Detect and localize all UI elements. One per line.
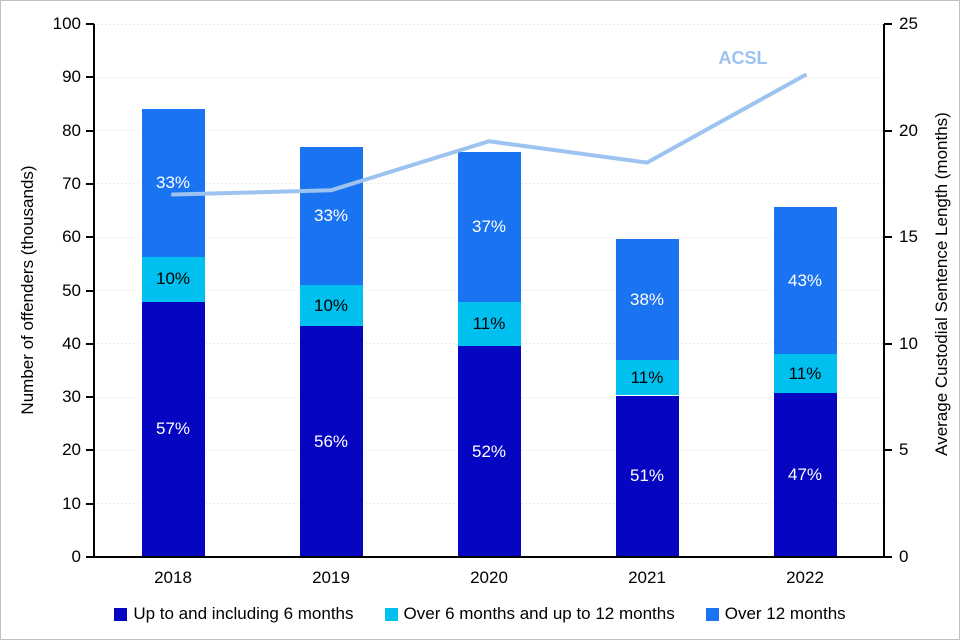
bar-segment-2021-2: 38% <box>615 238 679 361</box>
bar-segment-label: 11% <box>472 314 506 334</box>
right-axis-tick-label: 20 <box>899 120 918 140</box>
right-axis-tick <box>884 129 892 132</box>
bar-segment-label: 37% <box>471 217 507 237</box>
legend-item-2: Over 12 months <box>705 604 846 624</box>
left-axis-tick <box>86 23 94 25</box>
right-axis-tick-label: 0 <box>899 547 909 566</box>
left-axis-tick-label: 10 <box>62 493 81 513</box>
left-axis-tick <box>86 236 94 239</box>
right-axis-tick <box>884 342 892 345</box>
bar-segment-label: 38% <box>629 289 665 309</box>
bar-segment-label: 33% <box>155 172 191 192</box>
right-axis-tick-label: 5 <box>899 440 909 460</box>
bar-segment-2022-1: 11% <box>773 354 837 393</box>
left-axis-tick <box>86 556 94 558</box>
left-axis-tick-label: 100 <box>52 14 81 33</box>
x-axis-tick-label: 2018 <box>154 568 192 587</box>
x-axis-tick-label: 2020 <box>470 568 508 587</box>
right-axis-line <box>883 24 885 558</box>
bar-segment-label: 43% <box>787 270 823 290</box>
bar-segment-2020-1: 11% <box>457 302 521 347</box>
left-axis-tick <box>86 449 94 452</box>
left-axis-tick <box>86 182 94 185</box>
bar-segment-2020-2: 37% <box>457 152 521 303</box>
left-axis-tick-label: 60 <box>62 227 81 247</box>
x-axis-line <box>93 556 885 558</box>
left-axis-tick-label: 0 <box>71 547 81 566</box>
bar-segment-label: 10% <box>313 295 349 315</box>
bar-segment-2019-1: 10% <box>299 285 363 327</box>
bar-segment-2019-2: 33% <box>299 146 363 286</box>
right-axis-tick <box>884 556 892 558</box>
left-axis-tick <box>86 342 94 345</box>
x-axis-tick-label: 2019 <box>312 568 350 587</box>
bar-segment-label: 10% <box>155 269 191 289</box>
right-axis-tick-label: 10 <box>899 333 918 353</box>
bar-segment-2018-2: 33% <box>141 108 205 257</box>
left-axis-tick-label: 80 <box>62 120 81 140</box>
left-axis-tick-label: 50 <box>62 280 81 300</box>
right-axis-tick <box>884 236 892 239</box>
left-axis-tick-label: 20 <box>62 440 81 460</box>
bar-segment-label: 11% <box>788 363 822 383</box>
legend-swatch-icon <box>705 607 719 621</box>
bar-segment-label: 11% <box>630 367 664 387</box>
x-axis-tick-label: 2021 <box>628 568 666 587</box>
right-axis-tick <box>884 449 892 452</box>
legend-swatch-icon <box>114 607 128 621</box>
x-axis-tick-label: 2022 <box>786 568 824 587</box>
gridline <box>94 76 884 78</box>
bar-segment-label: 51% <box>629 466 665 486</box>
left-axis-tick <box>86 289 94 292</box>
bar-segment-2022-2: 43% <box>773 207 837 355</box>
left-axis-tick <box>86 502 94 505</box>
line-series-label: ACSL <box>718 48 768 68</box>
bar-segment-2022-0: 47% <box>773 392 837 557</box>
right-axis-tick-label: 15 <box>899 227 918 247</box>
right-axis-tick <box>884 23 892 25</box>
left-axis-tick <box>86 76 94 79</box>
bar-segment-label: 52% <box>471 441 507 461</box>
left-axis-tick <box>86 129 94 132</box>
left-axis-tick-label: 30 <box>62 387 81 407</box>
bar-segment-label: 47% <box>787 464 823 484</box>
legend-label: Over 6 months and up to 12 months <box>403 604 675 623</box>
bar-segment-2018-1: 10% <box>141 256 205 302</box>
legend-item-1: Over 6 months and up to 12 months <box>384 604 675 624</box>
legend-swatch-icon <box>384 607 398 621</box>
bar-segment-2021-1: 11% <box>615 360 679 396</box>
left-axis-line <box>93 24 95 558</box>
legend: Up to and including 6 months Over 6 month… <box>1 604 959 624</box>
left-axis-tick <box>86 396 94 399</box>
bar-segment-2020-0: 52% <box>457 346 521 557</box>
bar-segment-2021-0: 51% <box>615 395 679 557</box>
bar-segment-label: 57% <box>155 419 191 439</box>
bar-segment-2018-0: 57% <box>141 301 205 557</box>
legend-item-0: Up to and including 6 months <box>114 604 354 624</box>
gridline <box>94 130 884 132</box>
left-axis-tick-label: 90 <box>62 67 81 87</box>
left-axis-tick-label: 70 <box>62 173 81 193</box>
legend-label: Over 12 months <box>724 604 846 623</box>
legend-label: Up to and including 6 months <box>133 604 354 623</box>
bar-segment-label: 33% <box>313 205 349 225</box>
bar-segment-label: 56% <box>313 431 349 451</box>
gridline <box>94 23 884 25</box>
bar-segment-2019-0: 56% <box>299 326 363 557</box>
left-axis-tick-label: 40 <box>62 333 81 353</box>
right-axis-tick-label: 25 <box>899 14 918 33</box>
